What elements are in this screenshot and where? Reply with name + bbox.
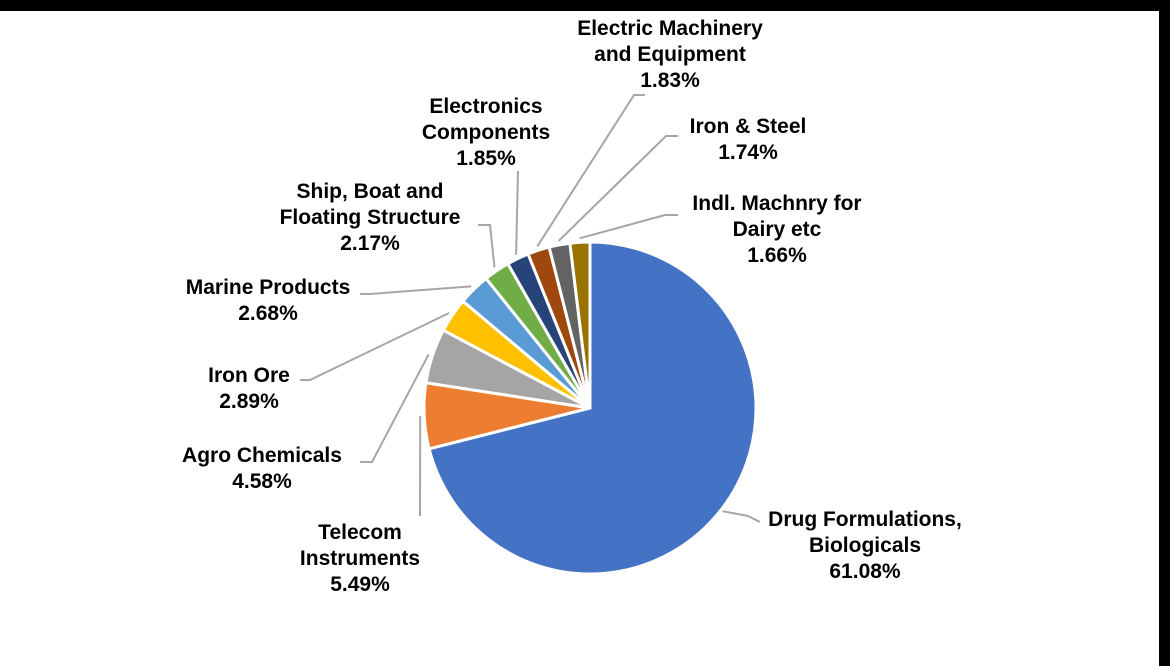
slice-percent-5: 2.17% [340,232,400,255]
slice-name-6: Electronics [429,95,542,118]
slice-percent-3: 2.89% [219,390,279,413]
slice-label-0: Drug Formulations, Biologicals 61.08% [768,508,962,583]
slice-percent-1: 5.49% [330,573,390,596]
slice-label-7: Electric Machinery and Equipment 1.83% [577,17,763,92]
leader-line-4 [360,285,472,295]
leader-line-6 [515,170,519,255]
slice-percent-0: 61.08% [829,560,901,583]
slice-percent-9: 1.66% [747,244,807,267]
slices-layer [422,240,758,576]
top-border [0,0,1170,11]
slice-name-1: Instruments [300,547,420,570]
leader-line-5 [478,224,496,268]
slice-name-6: Components [422,121,550,144]
slice-label-8: Iron & Steel 1.74% [690,115,807,164]
slice-name-7: and Equipment [594,43,746,66]
slice-percent-8: 1.74% [718,141,778,164]
slice-label-3: Iron Ore 2.89% [208,364,290,413]
right-border [1159,0,1170,666]
slice-name-9: Indl. Machnry for [692,192,861,215]
leader-line-9 [579,214,678,240]
leader-line-0 [722,510,761,523]
leader-line-7 [536,94,645,247]
pie-slice-9 [568,240,592,410]
slice-name-7: Electric Machinery [577,17,763,40]
leader-line-2 [360,354,430,463]
leader-lines-layer [300,94,761,523]
slice-label-1: Telecom Instruments 5.49% [300,521,420,596]
slice-percent-4: 2.68% [238,302,298,325]
slice-label-5: Ship, Boat and Floating Structure 2.17% [280,180,461,255]
slice-label-9: Indl. Machnry for Dairy etc 1.66% [692,192,861,267]
leader-line-3 [300,312,450,381]
slice-name-1: Telecom [318,521,402,544]
slice-name-5: Floating Structure [280,206,461,229]
pie-slice-0 [427,240,758,576]
slice-name-4: Marine Products [186,276,351,299]
slice-name-0: Drug Formulations, [768,508,962,531]
slice-name-0: Biologicals [809,534,921,557]
slice-label-6: Electronics Components 1.85% [422,95,550,170]
slice-name-3: Iron Ore [208,364,290,387]
slice-percent-6: 1.85% [456,147,516,170]
slice-name-2: Agro Chemicals [182,444,342,467]
slice-name-9: Dairy etc [733,218,822,241]
leader-line-8 [558,135,678,242]
slice-percent-7: 1.83% [640,69,700,92]
slice-label-4: Marine Products 2.68% [186,276,351,325]
slice-name-8: Iron & Steel [690,115,807,138]
slice-name-5: Ship, Boat and [297,180,444,203]
labels-layer: Drug Formulations, Biologicals 61.08% Telec… [182,17,962,596]
slice-percent-2: 4.58% [232,470,292,493]
slice-label-2: Agro Chemicals 4.58% [182,444,342,493]
